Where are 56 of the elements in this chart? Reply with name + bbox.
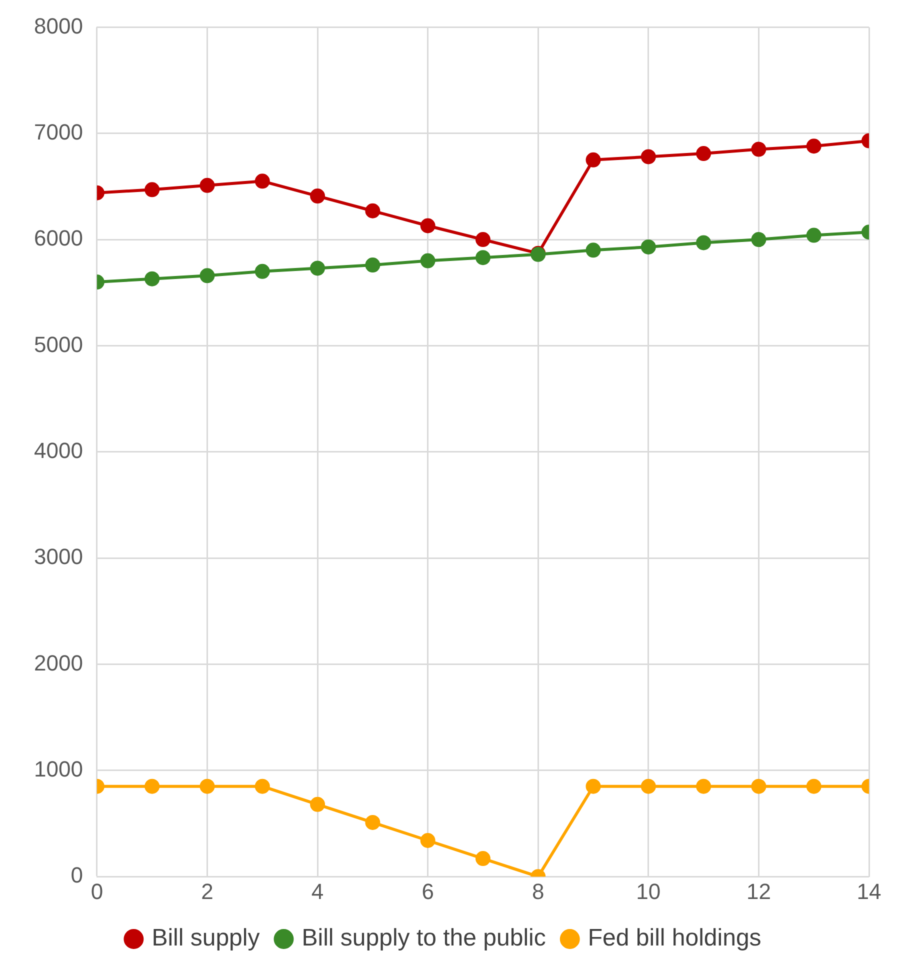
y-tick-label: 1000: [34, 756, 83, 782]
point: [751, 778, 766, 794]
legend-label: Bill supply: [152, 924, 260, 952]
y-tick-label: 4000: [34, 438, 83, 463]
legend-label: Bill supply to the public: [302, 924, 546, 952]
legend-label: Fed bill holdings: [588, 924, 762, 952]
x-tick-label: 2: [201, 878, 214, 904]
point: [254, 778, 270, 794]
point: [751, 232, 766, 248]
point: [200, 178, 215, 193]
x-tick-label: 10: [636, 878, 661, 904]
point: [420, 833, 436, 848]
point: [696, 146, 712, 162]
point: [365, 814, 380, 830]
y-tick-label: 3000: [34, 544, 83, 570]
point: [586, 778, 601, 794]
point: [144, 778, 160, 794]
point: [310, 260, 326, 276]
point: [310, 796, 326, 812]
point: [144, 182, 160, 198]
point: [365, 203, 380, 218]
point: [475, 851, 490, 866]
point: [254, 174, 270, 189]
point: [200, 778, 215, 794]
y-tick-label: 6000: [34, 226, 83, 251]
point: [640, 149, 656, 164]
point: [696, 778, 712, 794]
point: [310, 188, 326, 204]
point: [200, 268, 215, 284]
point: [806, 228, 822, 243]
point: [254, 264, 270, 279]
point: [806, 778, 822, 794]
x-tick-label: 8: [532, 878, 544, 904]
point: [144, 271, 160, 286]
x-tick-label: 14: [856, 878, 882, 904]
y-tick-label: 8000: [34, 13, 83, 38]
y-tick-label: 5000: [34, 332, 83, 357]
x-tick-label: 12: [746, 878, 771, 904]
point: [586, 242, 601, 258]
point: [365, 258, 380, 273]
point: [420, 253, 436, 268]
x-tick-label: 6: [422, 878, 434, 904]
point: [586, 152, 601, 168]
point: [640, 778, 656, 794]
point: [420, 218, 436, 234]
x-tick-label: 0: [90, 878, 104, 904]
y-tick-label: 7000: [34, 119, 83, 144]
x-tick-label: 4: [311, 878, 324, 904]
point: [475, 250, 490, 266]
point: [806, 138, 822, 154]
y-tick-label: 0: [70, 862, 83, 888]
y-tick-label: 2000: [34, 650, 83, 676]
point: [751, 142, 766, 157]
point: [640, 239, 656, 254]
point: [475, 232, 490, 248]
point: [696, 235, 712, 250]
